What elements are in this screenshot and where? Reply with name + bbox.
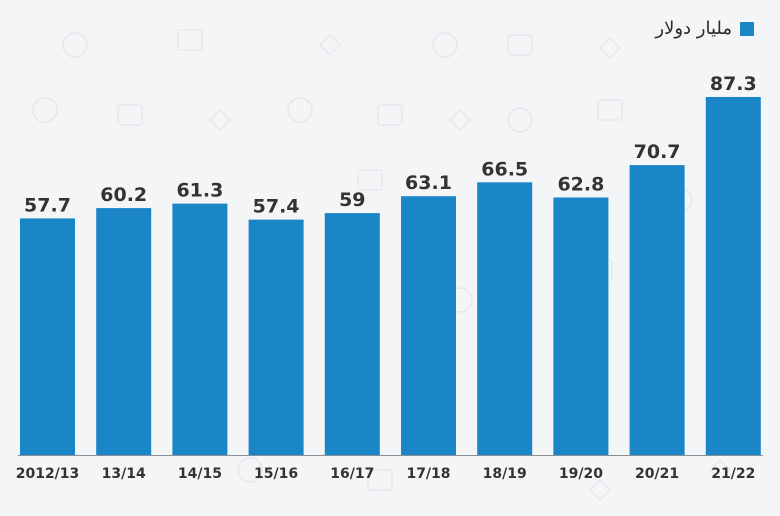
background-decoration <box>507 34 533 56</box>
background-decoration <box>507 107 533 133</box>
background-decoration <box>287 97 313 123</box>
background-decoration <box>597 99 623 121</box>
background-decoration <box>432 32 458 58</box>
value-label: 70.7 <box>634 141 681 163</box>
x-tick-label: 19/20 <box>559 466 603 482</box>
value-label: 63.1 <box>405 172 452 194</box>
background-decoration <box>208 108 232 132</box>
background-decoration <box>237 457 263 483</box>
bar-14-15 <box>172 203 228 455</box>
x-tick-label: 13/14 <box>102 466 146 482</box>
value-label: 60.2 <box>100 184 147 206</box>
background-decoration <box>377 104 403 126</box>
x-axis-tick-labels: 2012/13 13/14 14/15 15/16 16/17 17/18 18/19 19/… <box>16 466 756 482</box>
bar-20-21 <box>629 165 685 455</box>
background-decoration <box>62 32 88 58</box>
value-label: 57.4 <box>253 196 300 218</box>
value-label: 87.3 <box>710 73 757 95</box>
background-decoration <box>318 33 342 57</box>
bars-group <box>20 97 761 456</box>
background-decoration <box>708 458 732 482</box>
value-label: 57.7 <box>24 194 71 216</box>
value-label: 61.3 <box>176 180 223 202</box>
bar-17-18 <box>401 196 456 455</box>
x-tick-label: 2012/13 <box>16 466 80 482</box>
x-tick-label: 17/18 <box>406 466 450 482</box>
background-decoration <box>598 36 622 60</box>
bar-18-19 <box>477 182 533 456</box>
legend-label: مليار دولار <box>655 18 732 39</box>
bar-15-16 <box>248 219 304 455</box>
value-label: 59 <box>339 189 365 211</box>
value-labels-group: 57.7 60.2 61.3 57.4 59 63.1 66.5 62.8 70.7 87.3 <box>24 73 757 218</box>
bar-16-17 <box>324 213 380 455</box>
background-decoration <box>367 469 393 491</box>
x-tick-label: 21/22 <box>711 466 755 482</box>
background-decoration <box>177 29 203 51</box>
x-tick-label: 16/17 <box>330 466 374 482</box>
x-tick-label: 20/21 <box>635 466 679 482</box>
bar-21-22 <box>705 97 761 455</box>
background-decoration <box>117 104 143 126</box>
value-label: 66.5 <box>481 158 528 180</box>
legend: مليار دولار <box>655 18 754 39</box>
legend-swatch <box>740 21 754 36</box>
x-tick-label: 14/15 <box>178 466 222 482</box>
background-decoration <box>588 478 612 502</box>
background-decoration <box>357 169 383 191</box>
x-tick-label: 15/16 <box>254 466 298 482</box>
background-decoration <box>32 97 58 123</box>
value-label: 62.8 <box>557 174 604 196</box>
x-tick-label: 18/19 <box>483 466 527 482</box>
bar-2012-13 <box>20 218 75 455</box>
bar-13-14 <box>96 208 152 455</box>
bar-19-20 <box>553 197 609 455</box>
background-decoration <box>448 108 472 132</box>
